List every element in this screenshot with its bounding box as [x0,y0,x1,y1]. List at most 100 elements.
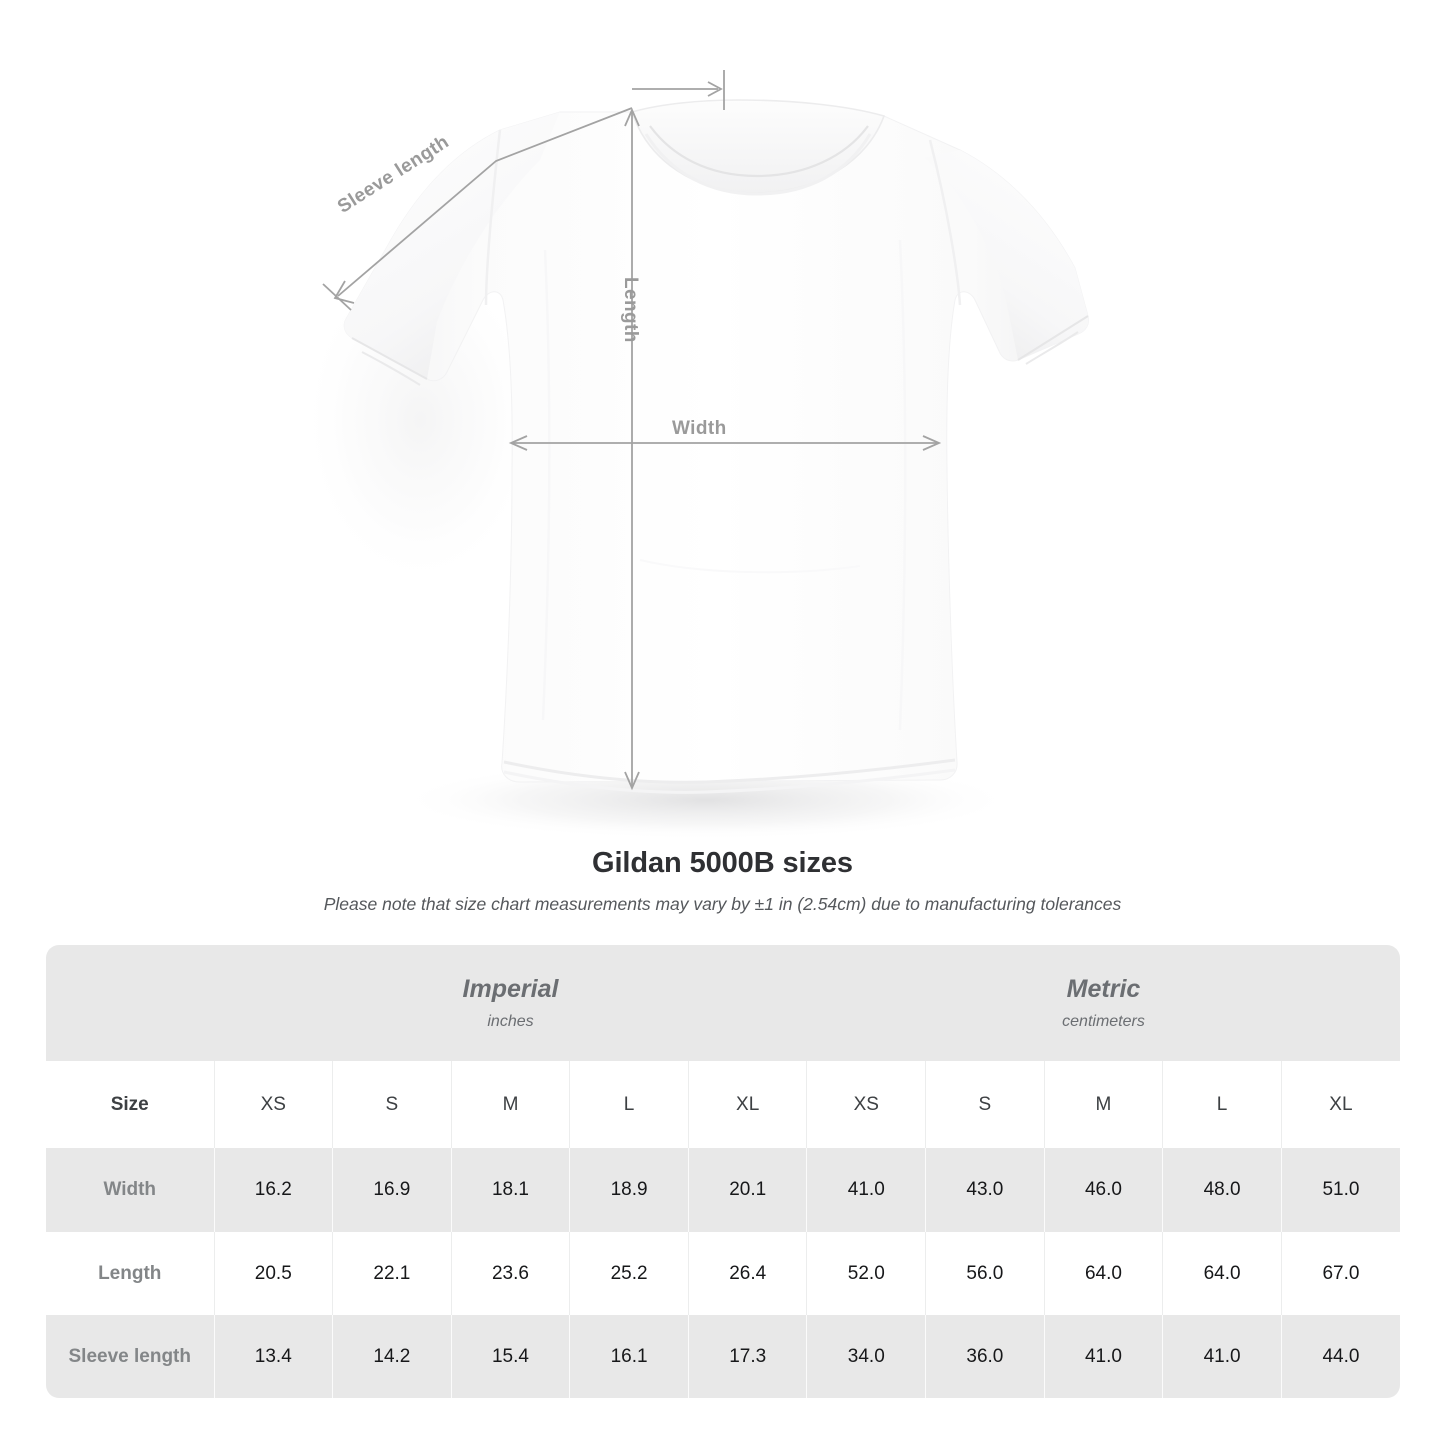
size-header-xs-metric: XS [806,1061,926,1148]
size-header-cell-text: XL [736,1093,760,1115]
cell-value: 46.0 [1084,1179,1122,1200]
table-row: Length 20.5 22.1 23.6 25.2 26.4 52.0 56.… [46,1232,1400,1315]
cell-value: 51.0 [1322,1179,1360,1200]
cell-sleeve-xs-cm: 34.0 [806,1315,926,1398]
width-dimension-label: Width [672,418,727,439]
cell-sleeve-xs-in: 13.4 [213,1315,333,1398]
row-label-sleeve-length: Sleeve length [46,1315,214,1398]
size-header-cell-text: L [623,1093,635,1115]
cell-length-s-cm: 56.0 [925,1232,1045,1315]
cell-length-m-cm: 64.0 [1043,1232,1163,1315]
cell-value: 14.2 [373,1345,411,1367]
cell-value: 16.9 [373,1179,411,1200]
size-header-cell-text: S [385,1093,399,1115]
cell-value: 20.5 [254,1262,292,1284]
cell-length-m-in: 23.6 [450,1232,570,1315]
unit-group-imperial: Imperial inches [214,945,807,1061]
table-row: Sleeve length 13.4 14.2 15.4 16.1 17.3 3… [46,1315,1400,1398]
unit-header-spacer [46,945,214,1061]
cell-width-xs-in: 16.2 [213,1148,333,1232]
row-label-text: Width [103,1179,157,1200]
cell-length-xl-in: 26.4 [687,1232,807,1315]
cell-width-m-cm: 46.0 [1043,1148,1163,1232]
size-header-cell-text: L [1216,1093,1228,1115]
tolerance-note: Please note that size chart measurements… [323,894,1122,914]
size-header-cell-text: XS [853,1093,879,1115]
cell-value: 41.0 [847,1179,885,1200]
cell-width-xs-cm: 41.0 [806,1148,926,1232]
cell-value: 56.0 [966,1262,1004,1284]
size-table: Imperial inches Metric centimeters Size … [46,945,1400,1398]
size-header-label: Size [46,1061,214,1148]
cell-sleeve-l-cm: 41.0 [1162,1315,1282,1398]
cell-width-xl-in: 20.1 [687,1148,807,1232]
cell-width-l-cm: 48.0 [1162,1148,1282,1232]
cell-width-s-in: 16.9 [332,1148,452,1232]
cell-width-l-in: 18.9 [569,1148,689,1232]
size-header-m-metric: M [1043,1061,1163,1148]
cell-sleeve-s-cm: 36.0 [925,1315,1045,1398]
cell-value: 20.1 [729,1179,767,1200]
cell-value: 52.0 [847,1262,885,1284]
cell-length-xs-cm: 52.0 [806,1232,926,1315]
cell-value: 18.1 [491,1179,529,1200]
cell-length-l-in: 25.2 [569,1232,689,1315]
size-header-cell-text: M [1095,1093,1112,1115]
cell-width-m-in: 18.1 [450,1148,570,1232]
size-header-xs-imperial: XS [213,1061,333,1148]
row-label-width: Width [46,1148,214,1232]
tshirt-measurement-diagram: Sleeve length Length Width [300,70,1089,840]
size-header-m-imperial: M [450,1061,570,1148]
size-header-row: Size XS S M L XL XS S [46,1061,1400,1148]
cell-value: 67.0 [1322,1262,1360,1284]
size-header-cell-text: M [502,1093,519,1115]
cell-value: 26.4 [729,1262,767,1284]
cell-value: 43.0 [966,1179,1004,1200]
measurement-annotations [322,70,942,791]
unit-group-metric: Metric centimeters [806,945,1400,1061]
cell-value: 44.0 [1322,1345,1360,1367]
cell-length-xs-in: 20.5 [213,1232,333,1315]
cell-value: 34.0 [847,1345,885,1367]
cell-width-xl-cm: 51.0 [1280,1148,1400,1232]
cell-sleeve-xl-cm: 44.0 [1280,1315,1400,1398]
row-label-text: Length [98,1262,162,1284]
cell-value: 22.1 [373,1262,411,1284]
row-label-length: Length [46,1232,214,1315]
cell-value: 13.4 [254,1345,292,1367]
length-arrow [624,107,640,791]
cell-value: 25.2 [610,1262,648,1284]
cell-sleeve-xl-in: 17.3 [687,1315,807,1398]
cell-value: 17.3 [729,1345,767,1367]
size-header-l-imperial: L [569,1061,689,1148]
length-dimension-label: Length [620,277,641,343]
width-arrow [508,435,942,451]
cell-value: 23.6 [491,1262,529,1284]
cell-width-s-cm: 43.0 [925,1148,1045,1232]
cell-length-s-in: 22.1 [332,1232,452,1315]
cell-value: 48.0 [1203,1179,1241,1200]
unit-group-imperial-name: Imperial [462,975,559,1004]
unit-group-metric-sub: centimeters [1062,1013,1145,1031]
size-header-text: Size [110,1093,149,1115]
cell-sleeve-m-cm: 41.0 [1043,1315,1163,1398]
cell-value: 16.2 [254,1179,292,1200]
size-header-l-metric: L [1162,1061,1282,1148]
cell-length-xl-cm: 67.0 [1280,1232,1400,1315]
cell-sleeve-s-in: 14.2 [332,1315,452,1398]
cell-sleeve-m-in: 15.4 [450,1315,570,1398]
cell-length-l-cm: 64.0 [1162,1232,1282,1315]
page-title: Gildan 5000B sizes [592,847,853,879]
cell-value: 64.0 [1203,1262,1241,1284]
tshirt-silhouette [343,99,1089,794]
cell-value: 41.0 [1084,1345,1122,1367]
size-header-s-imperial: S [332,1061,452,1148]
size-header-xl-imperial: XL [687,1061,807,1148]
size-header-xl-metric: XL [1280,1061,1400,1148]
cell-value: 36.0 [966,1345,1004,1367]
cell-sleeve-l-in: 16.1 [569,1315,689,1398]
shoulder-reference-arrow [632,70,725,110]
cell-value: 15.4 [491,1345,529,1367]
size-table-container: Imperial inches Metric centimeters Size … [46,945,1400,1398]
